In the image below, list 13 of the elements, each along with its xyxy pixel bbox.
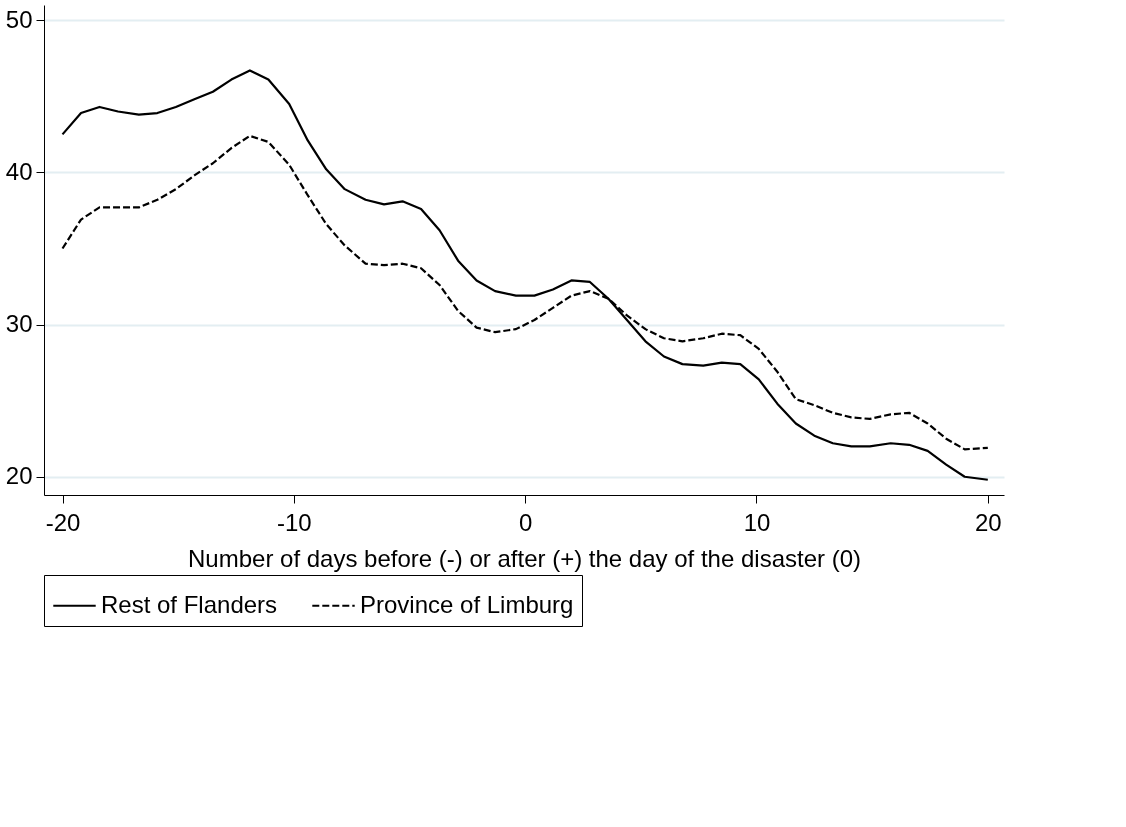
x-tick-label: 10 (743, 508, 771, 536)
legend-label: Rest of Flanders (101, 590, 278, 618)
line-series (61, 69, 989, 481)
x-tick-label: 0 (518, 508, 533, 536)
y-tick-label: 30 (5, 310, 33, 338)
x-tick-label: -20 (45, 508, 81, 536)
x-tick-label: 20 (974, 508, 1002, 536)
legend-label: Province of Limburg (360, 590, 574, 618)
y-tick-label: 40 (5, 157, 33, 185)
y-tick-label: 20 (5, 462, 33, 490)
x-axis-title: Number of days before (-) or after (+) the day of the disaster (0) (188, 544, 861, 572)
x-tick-label: -10 (276, 508, 312, 536)
y-tick-label: 50 (5, 5, 33, 33)
